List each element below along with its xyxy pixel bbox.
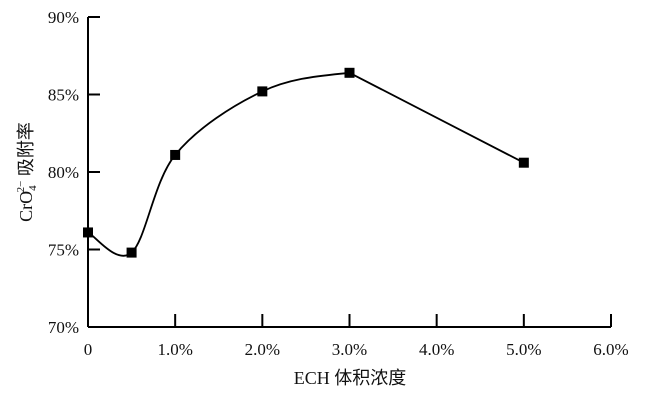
y-tick-label: 90% xyxy=(48,8,79,27)
series-line xyxy=(87,71,525,257)
x-tick-label: 0 xyxy=(84,340,93,359)
ticks: 70% 75% 80% 85% 90% 0 1.0% 2.0% 3.0% 4.0% 5.0% 6.0% xyxy=(48,8,629,359)
x-tick-label: 3.0% xyxy=(332,340,367,359)
x-tick-label: 5.0% xyxy=(506,340,541,359)
x-tick-label: 6.0% xyxy=(593,340,628,359)
y-tick-label: 75% xyxy=(48,241,79,260)
data-point-marker xyxy=(170,149,181,160)
x-tick-label: 1.0% xyxy=(157,340,192,359)
data-point-marker xyxy=(344,67,355,78)
y-axis-label-suffix: 吸附率 xyxy=(16,122,36,181)
y-axis-label-prefix: CrO xyxy=(16,191,36,222)
data-point-marker xyxy=(257,86,268,97)
y-axis-label: CrO42− 吸附率 xyxy=(15,122,39,222)
x-tick-label: 2.0% xyxy=(245,340,280,359)
y-axis-label-subscript: 4 xyxy=(27,185,39,191)
x-tick-label: 4.0% xyxy=(419,340,454,359)
x-axis-label: ECH 体积浓度 xyxy=(294,368,407,388)
y-tick-label: 70% xyxy=(48,318,79,337)
data-point-marker xyxy=(83,227,93,238)
y-tick-label: 85% xyxy=(48,86,79,105)
y-tick-label: 80% xyxy=(48,163,79,182)
y-axis-label-superscript: 2− xyxy=(15,181,27,193)
data-point-marker xyxy=(518,157,529,168)
markers xyxy=(83,67,529,258)
data-point-marker xyxy=(126,247,137,258)
axes xyxy=(87,17,611,328)
